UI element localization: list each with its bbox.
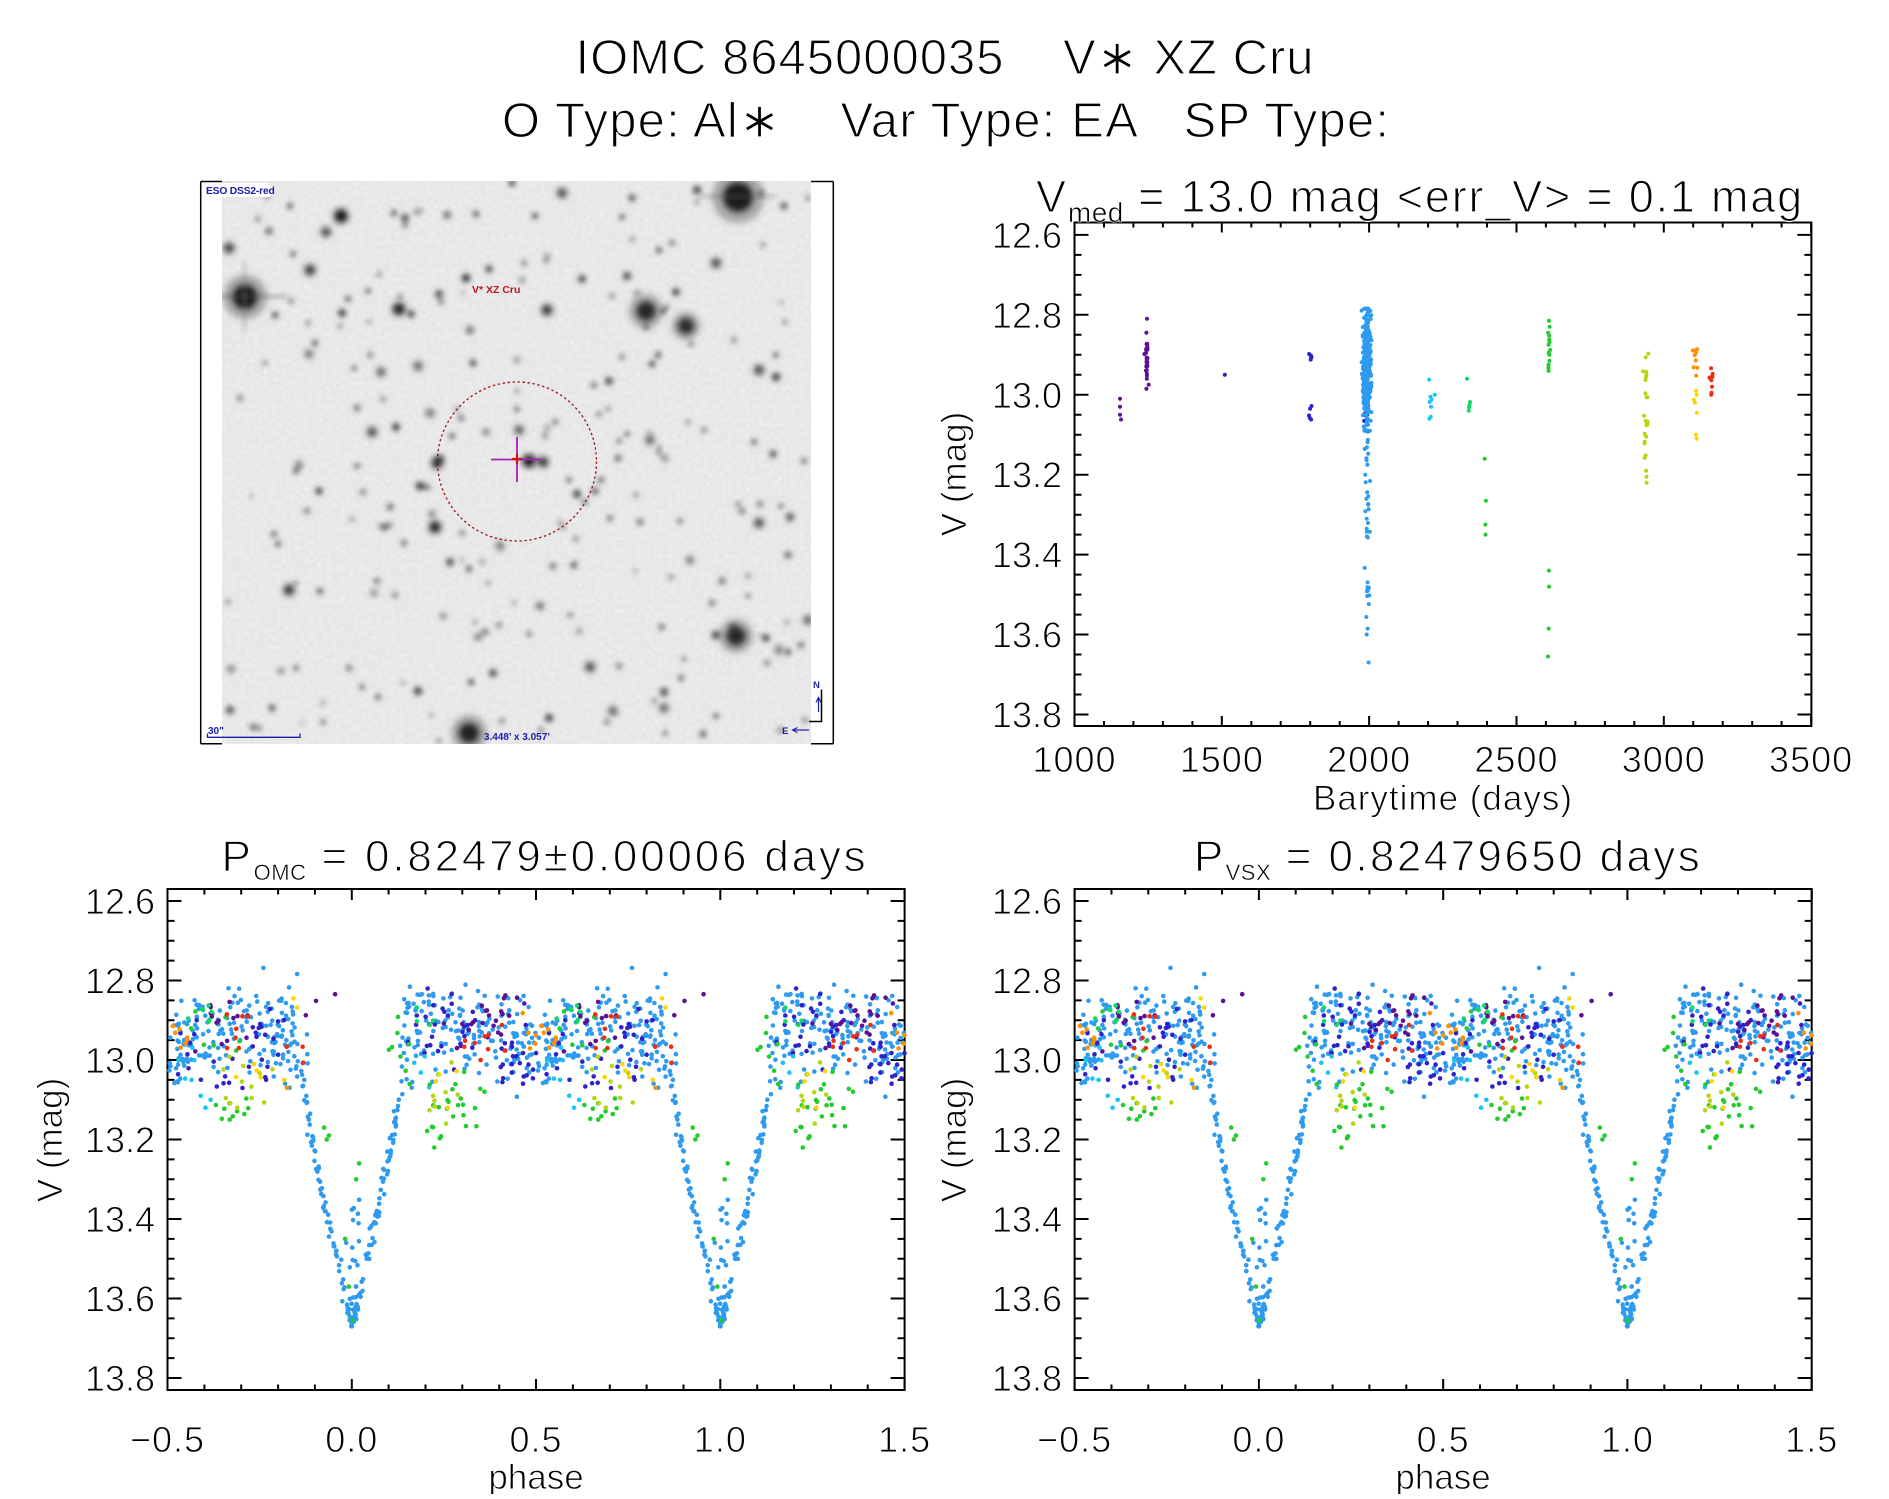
svg-text:V (mag): V (mag) (31, 1078, 70, 1202)
svg-text:1000: 1000 (1032, 739, 1116, 780)
svg-text:13.8: 13.8 (992, 1358, 1062, 1399)
svg-text:13.0: 13.0 (992, 375, 1062, 416)
svg-text:1.5: 1.5 (1785, 1419, 1838, 1460)
svg-text:IOMC 8645000035 V∗ XZ Cru: IOMC 8645000035 V∗ XZ Cru (575, 31, 1314, 85)
svg-text:13.4: 13.4 (85, 1199, 155, 1240)
svg-text:13.6: 13.6 (85, 1279, 155, 1320)
svg-text:2000: 2000 (1327, 739, 1411, 780)
svg-text:−0.5: −0.5 (1037, 1419, 1112, 1460)
svg-text:Barytime (days): Barytime (days) (1313, 779, 1573, 818)
svg-text:3000: 3000 (1622, 739, 1706, 780)
svg-text:13.0: 13.0 (85, 1040, 155, 1081)
svg-text:ESO DSS2-red: ESO DSS2-red (206, 186, 275, 197)
svg-text:13.8: 13.8 (85, 1358, 155, 1399)
svg-text:1500: 1500 (1180, 739, 1264, 780)
svg-text:POMC = 0.82479±0.00006 days: POMC = 0.82479±0.00006 days (222, 832, 869, 885)
svg-text:12.6: 12.6 (85, 881, 155, 922)
svg-text:V* XZ Cru: V* XZ Cru (472, 284, 520, 296)
svg-text:V (mag): V (mag) (935, 1078, 974, 1202)
svg-text:13.8: 13.8 (992, 694, 1062, 735)
svg-text:12.8: 12.8 (992, 295, 1062, 336)
svg-text:phase: phase (1395, 1458, 1490, 1494)
svg-text:13.2: 13.2 (992, 1120, 1062, 1161)
svg-text:Vmed = 13.0 mag <err_V> = 0.1: Vmed = 13.0 mag <err_V> = 0.1 mag (1036, 171, 1804, 228)
svg-text:13.0: 13.0 (992, 1040, 1062, 1081)
svg-text:13.6: 13.6 (992, 615, 1062, 656)
svg-text:phase: phase (488, 1458, 583, 1494)
svg-text:13.4: 13.4 (992, 1199, 1062, 1240)
svg-text:12.8: 12.8 (992, 961, 1062, 1002)
svg-text:3.448’ x 3.057’: 3.448’ x 3.057’ (484, 732, 550, 743)
svg-text:0.0: 0.0 (325, 1419, 378, 1460)
svg-text:E: E (782, 726, 788, 737)
svg-text:PVSX = 0.82479650 days: PVSX = 0.82479650 days (1194, 832, 1702, 885)
svg-text:12.8: 12.8 (85, 961, 155, 1002)
svg-text:3500: 3500 (1769, 739, 1853, 780)
svg-text:12.6: 12.6 (992, 215, 1062, 256)
svg-text:−0.5: −0.5 (130, 1419, 205, 1460)
svg-text:0.5: 0.5 (1417, 1419, 1470, 1460)
svg-text:V (mag): V (mag) (935, 412, 974, 536)
svg-text:O Type: Al∗ Var Type: EA: O Type: Al∗ Var Type: EA SP Type: (502, 94, 1390, 148)
svg-text:1.0: 1.0 (1601, 1419, 1654, 1460)
svg-text:0.5: 0.5 (510, 1419, 563, 1460)
svg-text:N: N (813, 680, 820, 691)
svg-text:1.5: 1.5 (878, 1419, 931, 1460)
svg-text:0.0: 0.0 (1232, 1419, 1285, 1460)
svg-text:13.2: 13.2 (85, 1120, 155, 1161)
svg-text:2500: 2500 (1474, 739, 1558, 780)
svg-text:30": 30" (208, 726, 224, 737)
svg-text:13.6: 13.6 (992, 1279, 1062, 1320)
svg-text:13.4: 13.4 (992, 535, 1062, 576)
svg-text:1.0: 1.0 (694, 1419, 747, 1460)
svg-text:12.6: 12.6 (992, 881, 1062, 922)
svg-text:13.2: 13.2 (992, 455, 1062, 496)
